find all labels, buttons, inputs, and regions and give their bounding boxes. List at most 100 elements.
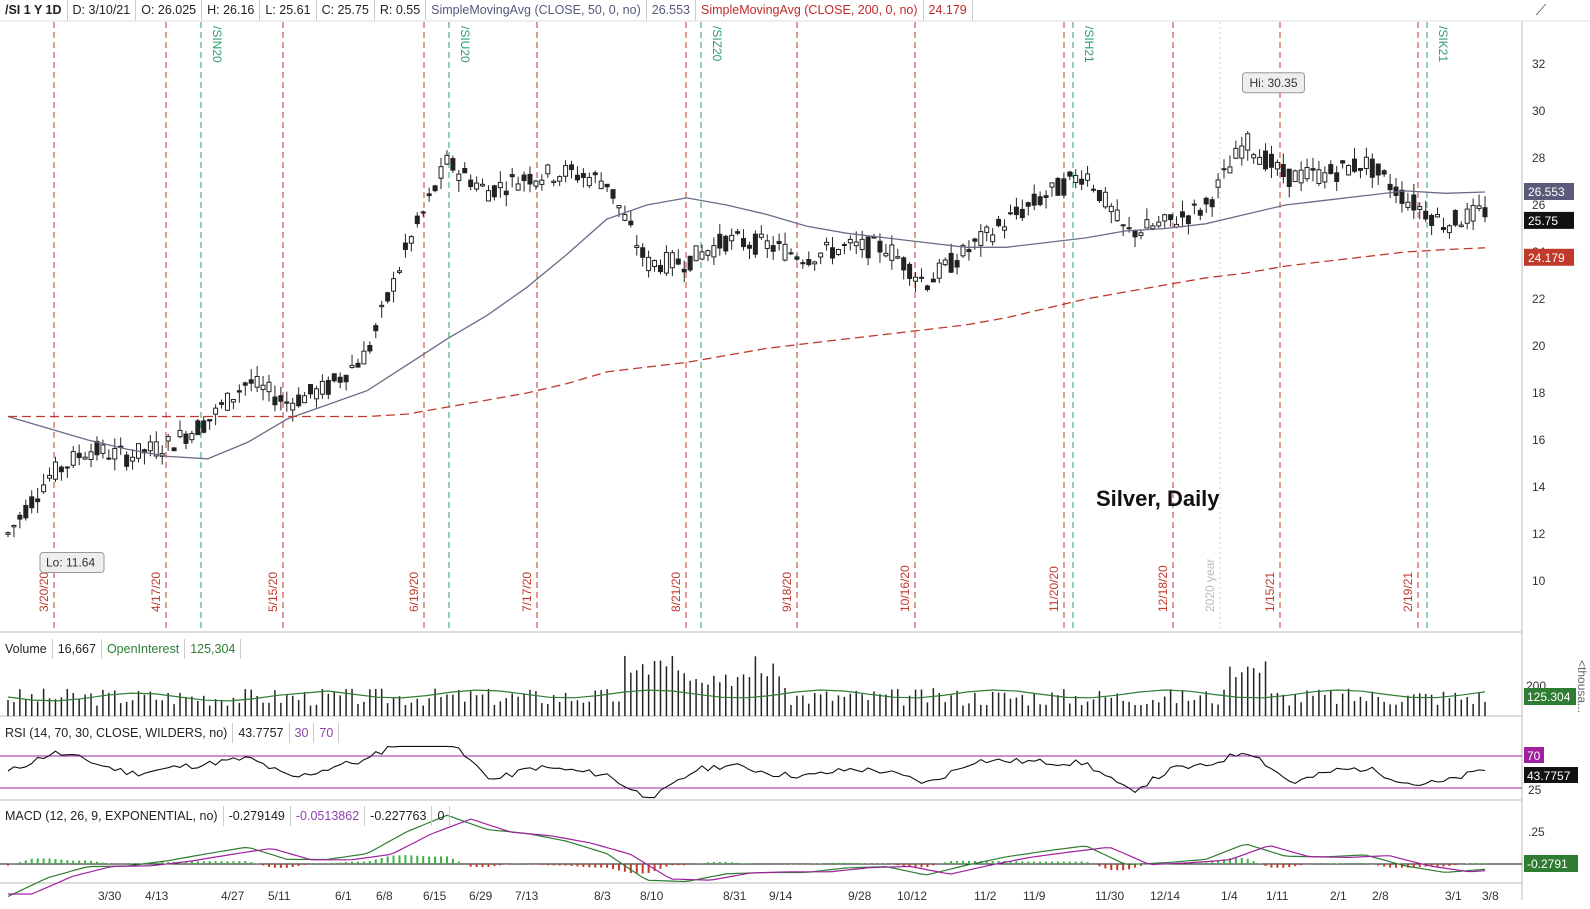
candle-body	[764, 240, 770, 249]
candle-body	[1209, 199, 1215, 208]
candle-body	[693, 245, 699, 262]
rsi-study-label[interactable]: RSI (14, 70, 30, CLOSE, WILDERS, no)	[0, 723, 234, 743]
candle-body	[1369, 158, 1375, 178]
sma50-study-label[interactable]: SimpleMovingAvg (CLOSE, 50, 0, no)	[426, 0, 647, 20]
x-axis-label: 1/11	[1266, 889, 1289, 903]
macd-avg-value: -0.0513862	[291, 806, 366, 826]
candle-body	[1096, 189, 1102, 202]
candle-body	[1091, 188, 1097, 191]
candle-body	[402, 242, 408, 250]
candle-body	[746, 244, 752, 249]
candle-body	[841, 243, 847, 246]
candle-body	[1263, 150, 1269, 170]
expiry-marker-label: /SIN20	[210, 26, 224, 63]
draw-tool-icon[interactable]: ⟋	[1535, 2, 1547, 19]
x-axis-label: 2/8	[1372, 889, 1389, 903]
candle-body	[1102, 191, 1108, 208]
candle-body	[1292, 170, 1298, 183]
sma200-study-value: 24.179	[924, 0, 973, 20]
price-axis-label: 12	[1532, 527, 1546, 541]
macd-value-tag-box	[1524, 855, 1578, 872]
candle-body	[64, 466, 70, 469]
date-marker-label: 3/20/20	[37, 572, 51, 612]
candle-body	[1274, 161, 1280, 170]
volume-value: 16,667	[53, 639, 102, 659]
macd-study-label[interactable]: MACD (12, 26, 9, EXPONENTIAL, no)	[0, 806, 224, 826]
candle-body	[278, 395, 284, 402]
date-marker-label: 5/15/20	[266, 572, 280, 612]
candle-body	[681, 268, 687, 273]
candle-body	[1310, 168, 1316, 171]
hi-annotation: Hi: 30.35	[1241, 72, 1305, 94]
candle-body	[812, 261, 818, 265]
sma200-study-label[interactable]: SimpleMovingAvg (CLOSE, 200, 0, no)	[696, 0, 924, 20]
candle-body	[254, 375, 260, 388]
candle-body	[1334, 172, 1340, 182]
candle-body	[978, 231, 984, 246]
candle-body	[41, 484, 47, 493]
candle-body	[438, 166, 444, 179]
candle-body	[1411, 194, 1417, 211]
rsi-value: 43.7757	[233, 723, 290, 743]
x-axis-label: 3/30	[98, 889, 122, 903]
candle-body	[373, 325, 379, 332]
price-axis-label: 30	[1532, 104, 1546, 118]
candle-body	[907, 263, 913, 279]
candle-body	[88, 451, 94, 461]
macd-value-tag-text: -0.2791	[1527, 857, 1568, 871]
date-label: D: 3/10/21	[68, 0, 137, 20]
candle-body	[1126, 227, 1132, 230]
candle-body	[5, 532, 11, 535]
candle-body	[432, 185, 438, 192]
sma50-study-value: 26.553	[647, 0, 696, 20]
open-interest-label[interactable]: OpenInterest	[102, 639, 186, 659]
candle-body	[1221, 168, 1227, 171]
candle-body	[248, 379, 254, 384]
volume-study-label[interactable]: Volume	[0, 639, 53, 659]
candle-body	[165, 436, 171, 442]
x-axis-label: 4/27	[221, 889, 245, 903]
open-interest-value: 125,304	[185, 639, 242, 659]
candle-body	[331, 373, 337, 382]
candle-body	[610, 189, 616, 199]
price-axis-label: 20	[1532, 339, 1546, 353]
candle-body	[622, 214, 628, 221]
candle-body	[450, 158, 456, 171]
candle-body	[865, 236, 871, 259]
volume-header: Volume 16,667 OpenInterest 125,304	[0, 639, 242, 659]
open-interest-tag: 125.304	[1524, 688, 1576, 705]
lo-annotation-text: Lo: 11.64	[46, 555, 95, 569]
candle-body	[794, 256, 800, 260]
candle-body	[1440, 227, 1446, 231]
candle-body	[1423, 210, 1429, 220]
candle-body	[224, 392, 230, 411]
candle-body	[1470, 204, 1476, 222]
candle-body	[52, 461, 58, 480]
candle-body	[1179, 211, 1185, 218]
candle-body	[1357, 167, 1363, 171]
price-axis-label: 28	[1532, 151, 1546, 165]
volume-unit-label: <thousa...	[1575, 660, 1589, 713]
price-axis-label: 18	[1532, 386, 1546, 400]
x-axis-label: 6/8	[376, 889, 393, 903]
candle-body	[545, 164, 551, 175]
candle-body	[1061, 178, 1067, 196]
candle-body	[1108, 205, 1114, 213]
candle-body	[1079, 178, 1085, 185]
candle-body	[266, 381, 272, 393]
macd-header: MACD (12, 26, 9, EXPONENTIAL, no) -0.279…	[0, 806, 451, 826]
candle-body	[1452, 209, 1458, 226]
symbol-label[interactable]: /SI 1 Y 1D	[0, 0, 68, 20]
candle-body	[574, 174, 580, 181]
candle-body	[485, 190, 491, 202]
candle-body	[480, 183, 486, 187]
candle-body	[1239, 145, 1245, 159]
date-marker-label: 11/20/20	[1047, 566, 1061, 612]
x-axis-label: 4/13	[145, 889, 169, 903]
candle-body	[284, 401, 290, 404]
candle-body	[1185, 215, 1191, 225]
close-price-tag-box	[1524, 211, 1574, 229]
candle-body	[1132, 230, 1138, 238]
candle-body	[960, 244, 966, 257]
